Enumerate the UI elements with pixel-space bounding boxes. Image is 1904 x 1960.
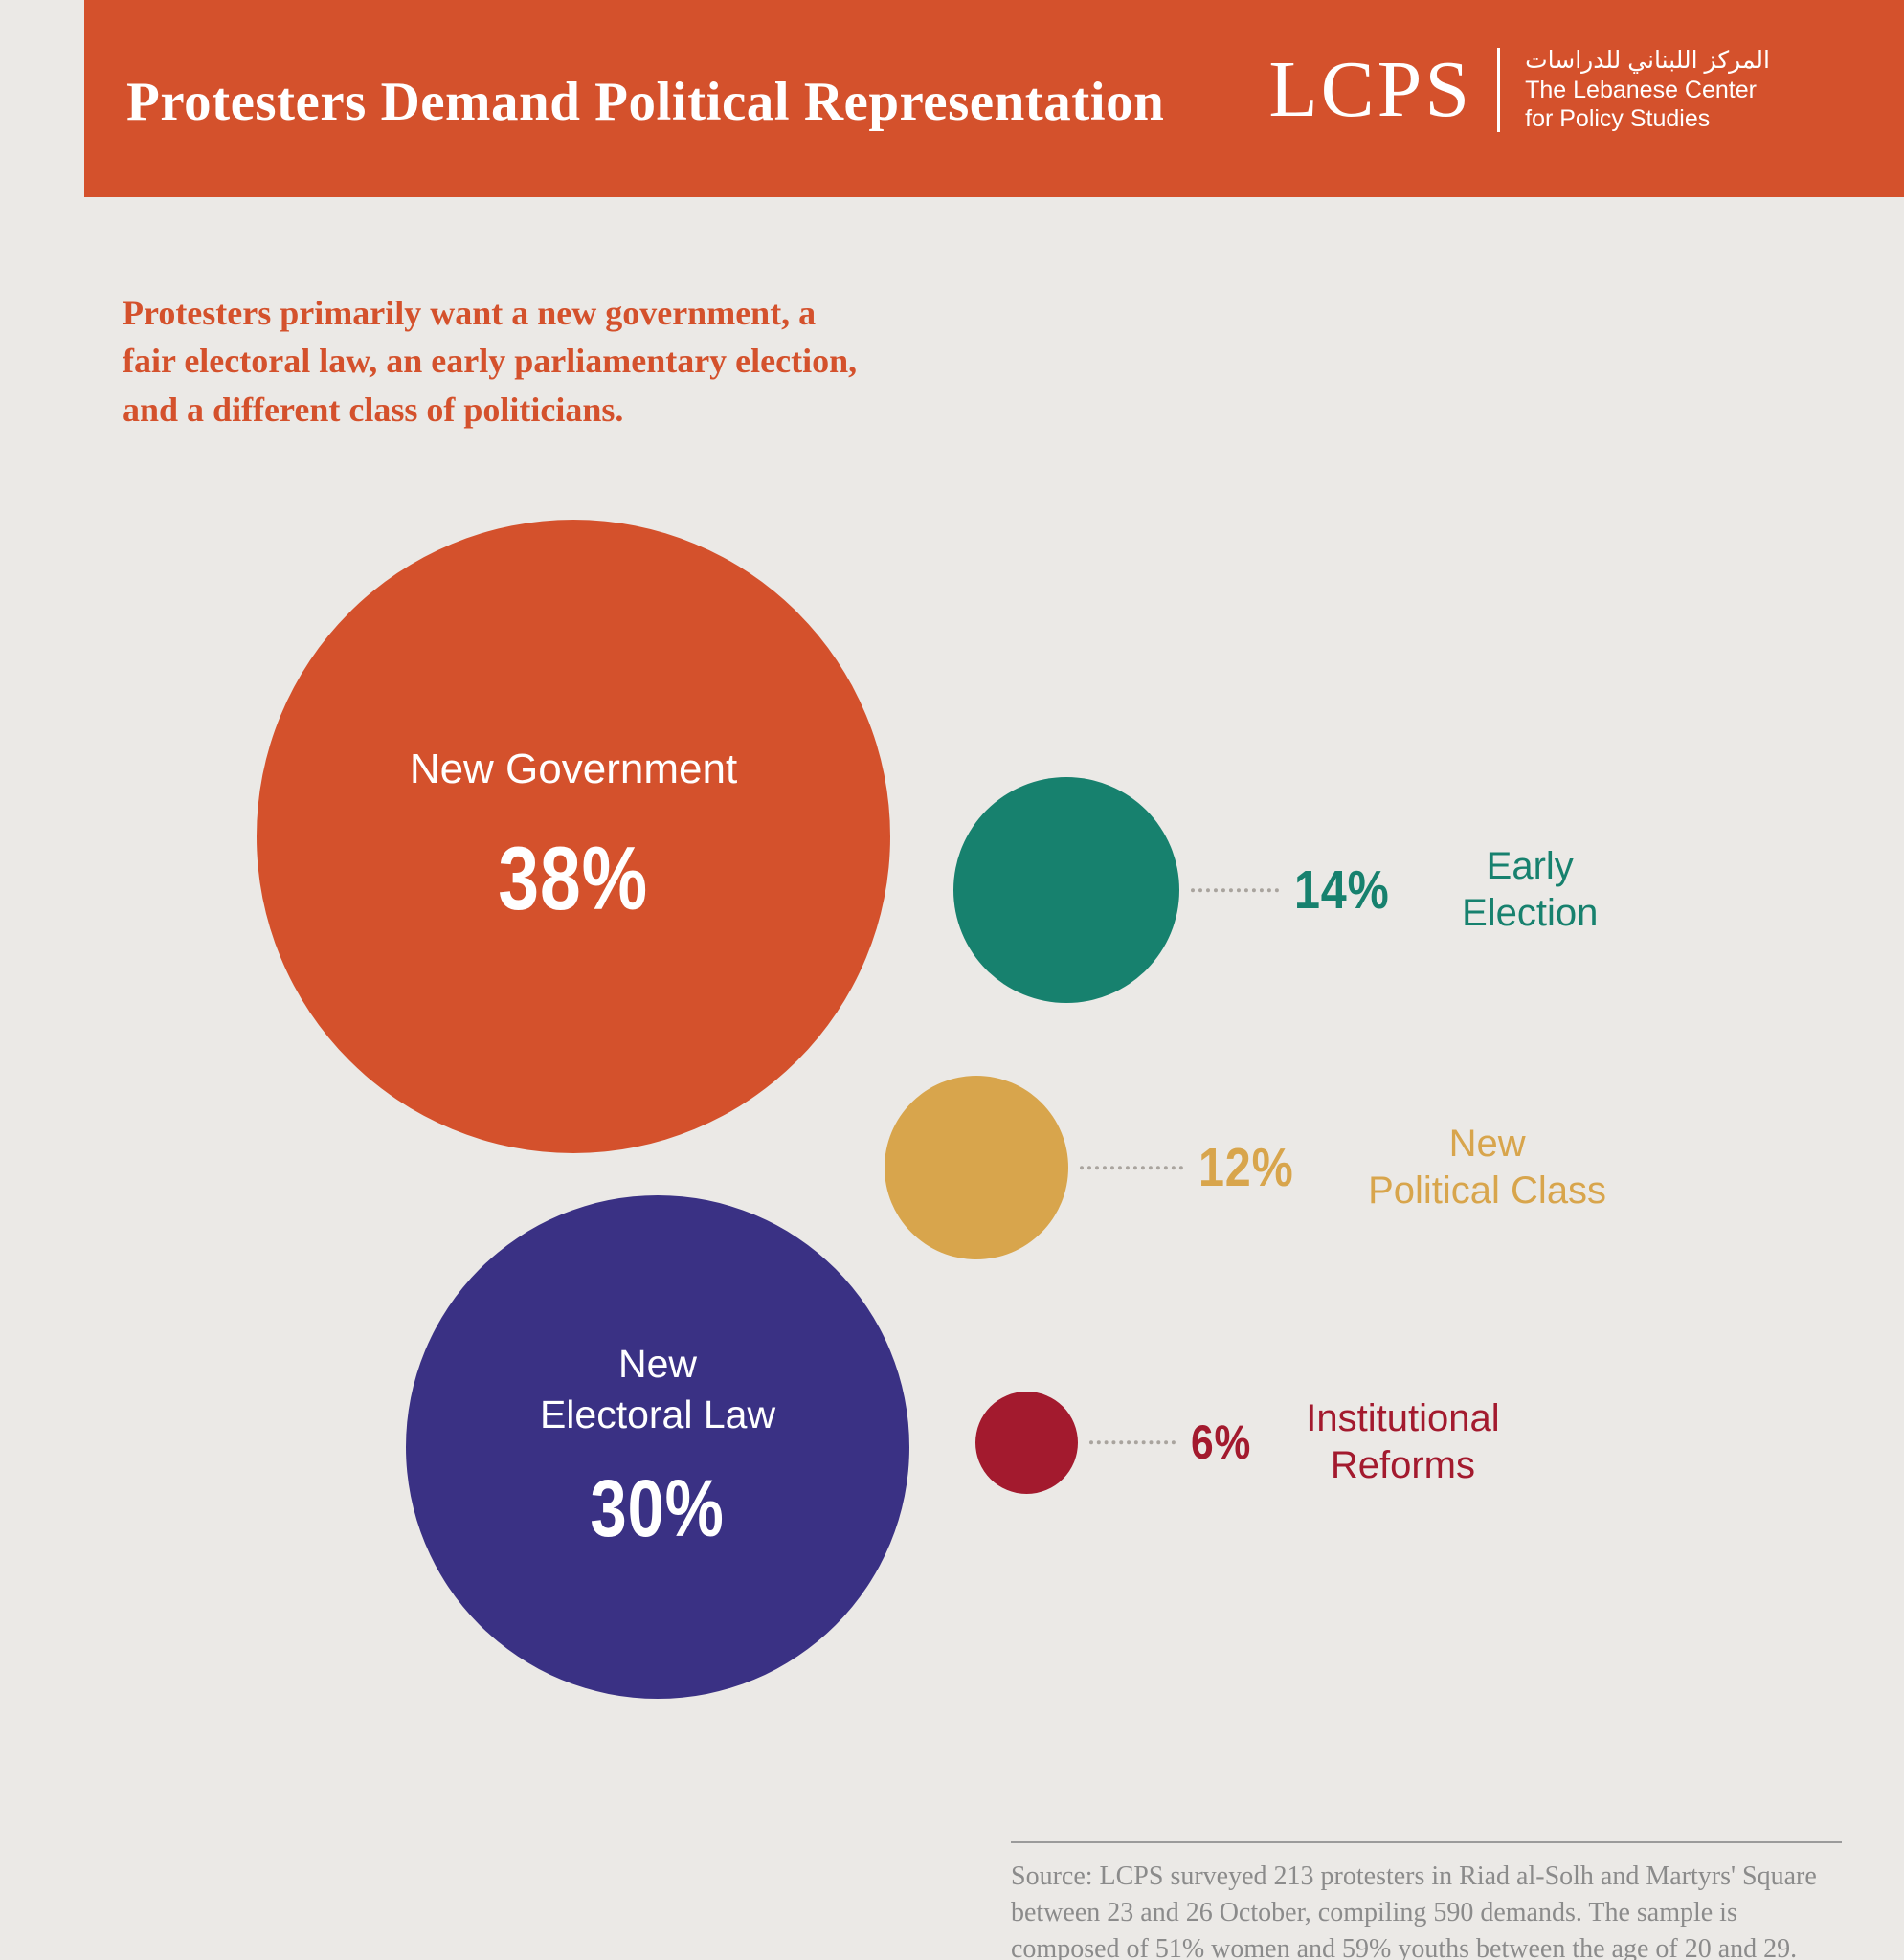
bubble-new-political-class <box>885 1076 1068 1259</box>
bubble-institutional-reforms <box>975 1392 1078 1494</box>
legend-new-political-class: 12% New Political Class <box>1080 1121 1606 1214</box>
intro-paragraph: Protesters primarily want a new governme… <box>123 294 858 429</box>
bubble-label-new-electoral-law: New Electoral Law <box>539 1342 776 1437</box>
connector-dots-institutional-reforms <box>1089 1440 1176 1444</box>
legend-institutional-reforms: 6% Institutional Reforms <box>1089 1395 1500 1489</box>
legend-percent-institutional-reforms: 6% <box>1191 1415 1252 1469</box>
source-note: Source: LCPS surveyed 213 protesters in … <box>1011 1841 1842 1960</box>
legend-percent-early-election: 14% <box>1294 859 1390 921</box>
lcps-logo-acronym: LCPS <box>1268 44 1473 134</box>
logo-arabic-name: المركز اللبناني للدراسات <box>1525 47 1770 74</box>
bubble-percent-new-government: 38% <box>498 828 649 929</box>
lcps-logo: LCPS المركز اللبناني للدراسات The Lebane… <box>1268 46 1770 134</box>
bubble-label-new-government: New Government <box>409 745 738 792</box>
bubble-percent-new-electoral-law: 30% <box>590 1462 726 1553</box>
logo-name-line2: for Policy Studies <box>1525 105 1711 132</box>
legend-percent-new-political-class: 12% <box>1198 1137 1294 1198</box>
legend-label-institutional-reforms: Institutional Reforms <box>1306 1397 1500 1486</box>
bubble-new-government: New Government 38% <box>257 520 890 1153</box>
logo-text-block: المركز اللبناني للدراسات The Lebanese Ce… <box>1525 46 1770 134</box>
legend-label-new-political-class: New Political Class <box>1368 1123 1607 1212</box>
connector-dots-early-election <box>1191 888 1279 892</box>
logo-divider <box>1497 47 1501 132</box>
header-band: Protesters Demand Political Representati… <box>84 0 1904 197</box>
logo-name-line1: The Lebanese Center <box>1525 76 1757 103</box>
bubble-early-election <box>953 777 1179 1003</box>
legend-early-election: 14% Early Election <box>1191 843 1598 937</box>
connector-dots-new-political-class <box>1080 1166 1183 1169</box>
legend-label-early-election: Early Election <box>1462 845 1599 934</box>
bubble-new-electoral-law: New Electoral Law 30% <box>406 1195 909 1699</box>
page-title: Protesters Demand Political Representati… <box>126 72 1165 132</box>
